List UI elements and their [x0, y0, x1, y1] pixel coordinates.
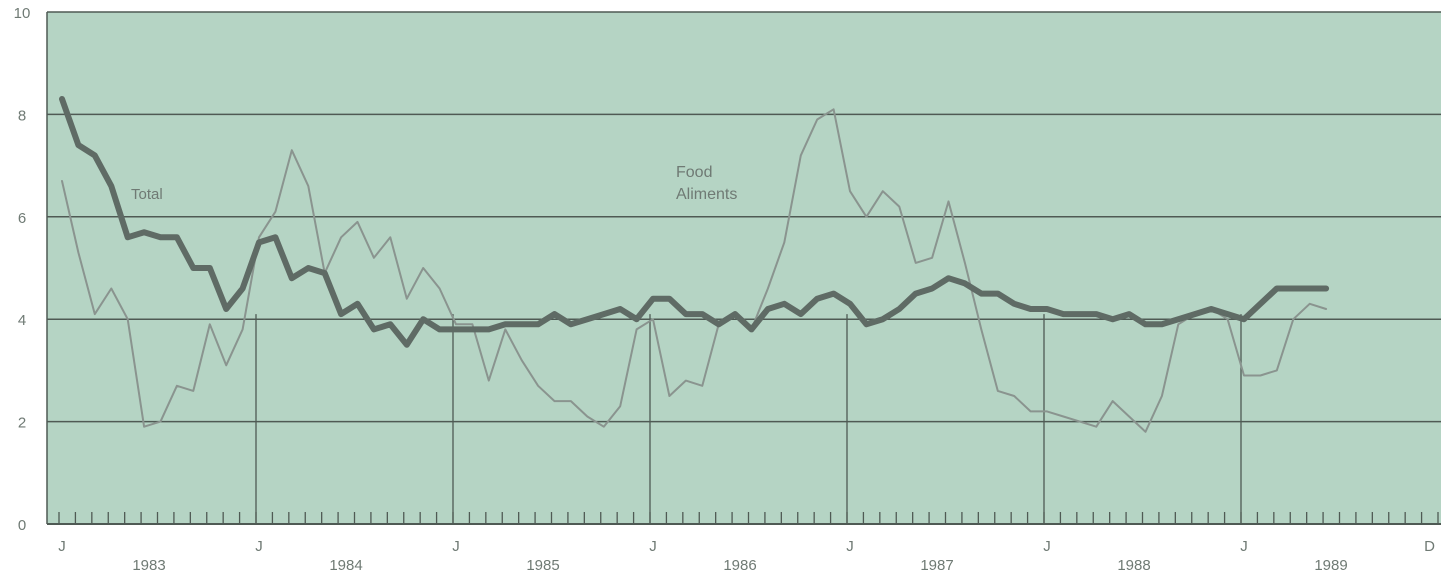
series-lines — [59, 96, 1330, 433]
plot-background — [47, 12, 1441, 524]
x-year-label: 1988 — [1117, 557, 1150, 573]
x-year-label: 1989 — [1314, 557, 1347, 573]
food-annotation-line1: Food — [676, 164, 712, 181]
x-year-label: 1984 — [329, 557, 362, 573]
x-month-label: J — [649, 538, 657, 555]
y-tick-label: 2 — [18, 415, 26, 432]
y-tick-label: 10 — [14, 5, 31, 22]
x-month-label: D — [1424, 538, 1435, 555]
y-tick-label: 4 — [18, 312, 26, 329]
x-month-label: J — [255, 538, 263, 555]
x-month-label: J — [846, 538, 854, 555]
total-annotation: Total — [131, 186, 163, 203]
y-tick-label: 8 — [18, 107, 26, 124]
food-annotation-line2: Aliments — [676, 186, 737, 203]
y-tick-labels: 0 2 4 6 8 10 — [14, 5, 31, 534]
series-line-total — [59, 96, 1330, 348]
x-year-label: 1983 — [132, 557, 165, 573]
y-tick-label: 6 — [18, 210, 26, 227]
x-month-label: J — [58, 538, 66, 555]
series-line-food — [61, 108, 1328, 433]
x-year-label: 1986 — [723, 557, 756, 573]
x-year-label: 1987 — [920, 557, 953, 573]
y-tick-label: 0 — [18, 517, 26, 534]
x-month-label: J — [1240, 538, 1248, 555]
x-month-label: J — [452, 538, 460, 555]
x-minor-ticks — [58, 512, 1439, 524]
x-year-label: 1985 — [526, 557, 559, 573]
x-tick-labels: J J J J J J J D 1983 1984 1985 1986 1987 1988 1989 — [58, 538, 1435, 573]
x-month-label: J — [1043, 538, 1051, 555]
